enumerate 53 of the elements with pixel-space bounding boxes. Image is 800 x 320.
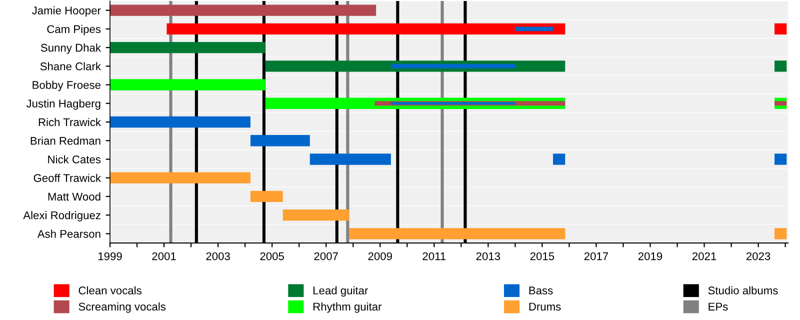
bar	[515, 26, 553, 32]
x-tick-label: 2015	[530, 252, 554, 260]
legend-label: Clean vocals	[78, 286, 142, 294]
legend-label: Bass	[529, 286, 553, 294]
bar	[774, 154, 787, 165]
bar	[774, 23, 787, 35]
bar	[110, 42, 266, 54]
bar	[110, 172, 250, 184]
y-tick-label: Matt Wood	[48, 192, 100, 201]
x-tick-label: 2021	[692, 252, 716, 260]
bar	[774, 60, 787, 72]
x-tick-label: 2003	[206, 252, 230, 260]
y-tick-label: Rich Trawick	[38, 118, 101, 126]
bar	[774, 101, 787, 106]
bar	[282, 209, 350, 221]
x-tick-label: 2009	[368, 252, 392, 260]
bar	[250, 135, 310, 146]
x-tick-label: 2011	[422, 252, 446, 260]
bar	[390, 64, 516, 68]
bar	[110, 4, 376, 16]
y-tick-label: Jamie Hooper	[32, 6, 101, 17]
legend-label: Rhythm guitar	[314, 302, 382, 313]
legend-label: Studio albums	[708, 286, 778, 294]
x-tick-label: 2017	[584, 252, 608, 260]
legend-label: Lead guitar	[314, 286, 368, 297]
y-tick-label: Sunny Dhak	[40, 44, 101, 54]
x-tick-label: 2001	[152, 252, 176, 260]
bar	[250, 190, 283, 202]
y-tick-label: Shane Clark	[40, 62, 101, 70]
x-tick-label: 2023	[746, 252, 770, 260]
y-tick-label: Ash Pearson	[37, 230, 100, 238]
y-tick-label: Bobby Froese	[32, 80, 100, 92]
legend-label: EPs	[708, 302, 728, 311]
x-tick-label: 2007	[314, 252, 338, 260]
x-tick-label: 2013	[476, 252, 500, 260]
bar	[110, 79, 266, 90]
bar	[774, 228, 787, 240]
y-tick-label: Justin Hagberg	[26, 99, 100, 110]
x-tick-label: 1999	[98, 252, 122, 260]
x-tick-label: 2005	[260, 252, 284, 260]
x-tick-label: 2019	[638, 252, 662, 260]
bar	[310, 154, 391, 165]
y-tick-label: Cam Pipes	[47, 24, 101, 36]
bar	[349, 228, 566, 240]
bar	[552, 154, 566, 165]
y-tick-label: Brian Redman	[30, 136, 100, 145]
legend-label: Screaming vocals	[78, 302, 166, 313]
bar	[166, 23, 566, 35]
bar	[110, 116, 250, 128]
y-tick-label: Geoff Trawick	[34, 174, 101, 182]
y-tick-label: Alexi Rodriguez	[23, 211, 100, 222]
y-tick-label: Nick Cates	[48, 155, 101, 164]
legend-label: Drums	[529, 302, 561, 311]
